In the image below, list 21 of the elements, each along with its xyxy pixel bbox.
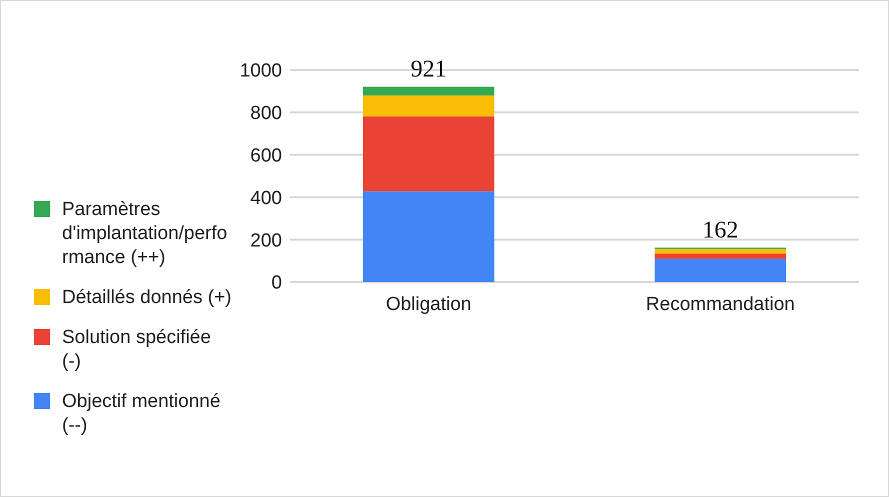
x-tick-label: Obligation [386, 294, 472, 315]
y-tick-label: 800 [250, 103, 282, 124]
legend-label: Solution spécifiée (-) [62, 327, 211, 372]
bar [362, 116, 494, 192]
y-tick-label: 200 [250, 230, 282, 252]
bar [362, 86, 494, 96]
legend-label: Détaillés donnés (+) [62, 287, 232, 308]
legend-label: Paramètres d'implantation/performance (++) [62, 199, 228, 268]
total-label: 162 [702, 218, 738, 244]
total-label: 921 [410, 56, 447, 83]
bar [654, 254, 786, 259]
bar [654, 248, 786, 254]
legend-label: Objectif mentionné (--) [62, 391, 220, 436]
y-tick-label: 1000 [240, 60, 282, 82]
y-tick-label: 600 [250, 145, 282, 166]
x-tick-label: Recommandation [646, 294, 795, 315]
bar [654, 258, 786, 282]
bar [362, 95, 494, 116]
bar [362, 191, 494, 282]
y-tick-label: 0 [271, 272, 282, 294]
y-tick-label: 400 [250, 188, 282, 209]
